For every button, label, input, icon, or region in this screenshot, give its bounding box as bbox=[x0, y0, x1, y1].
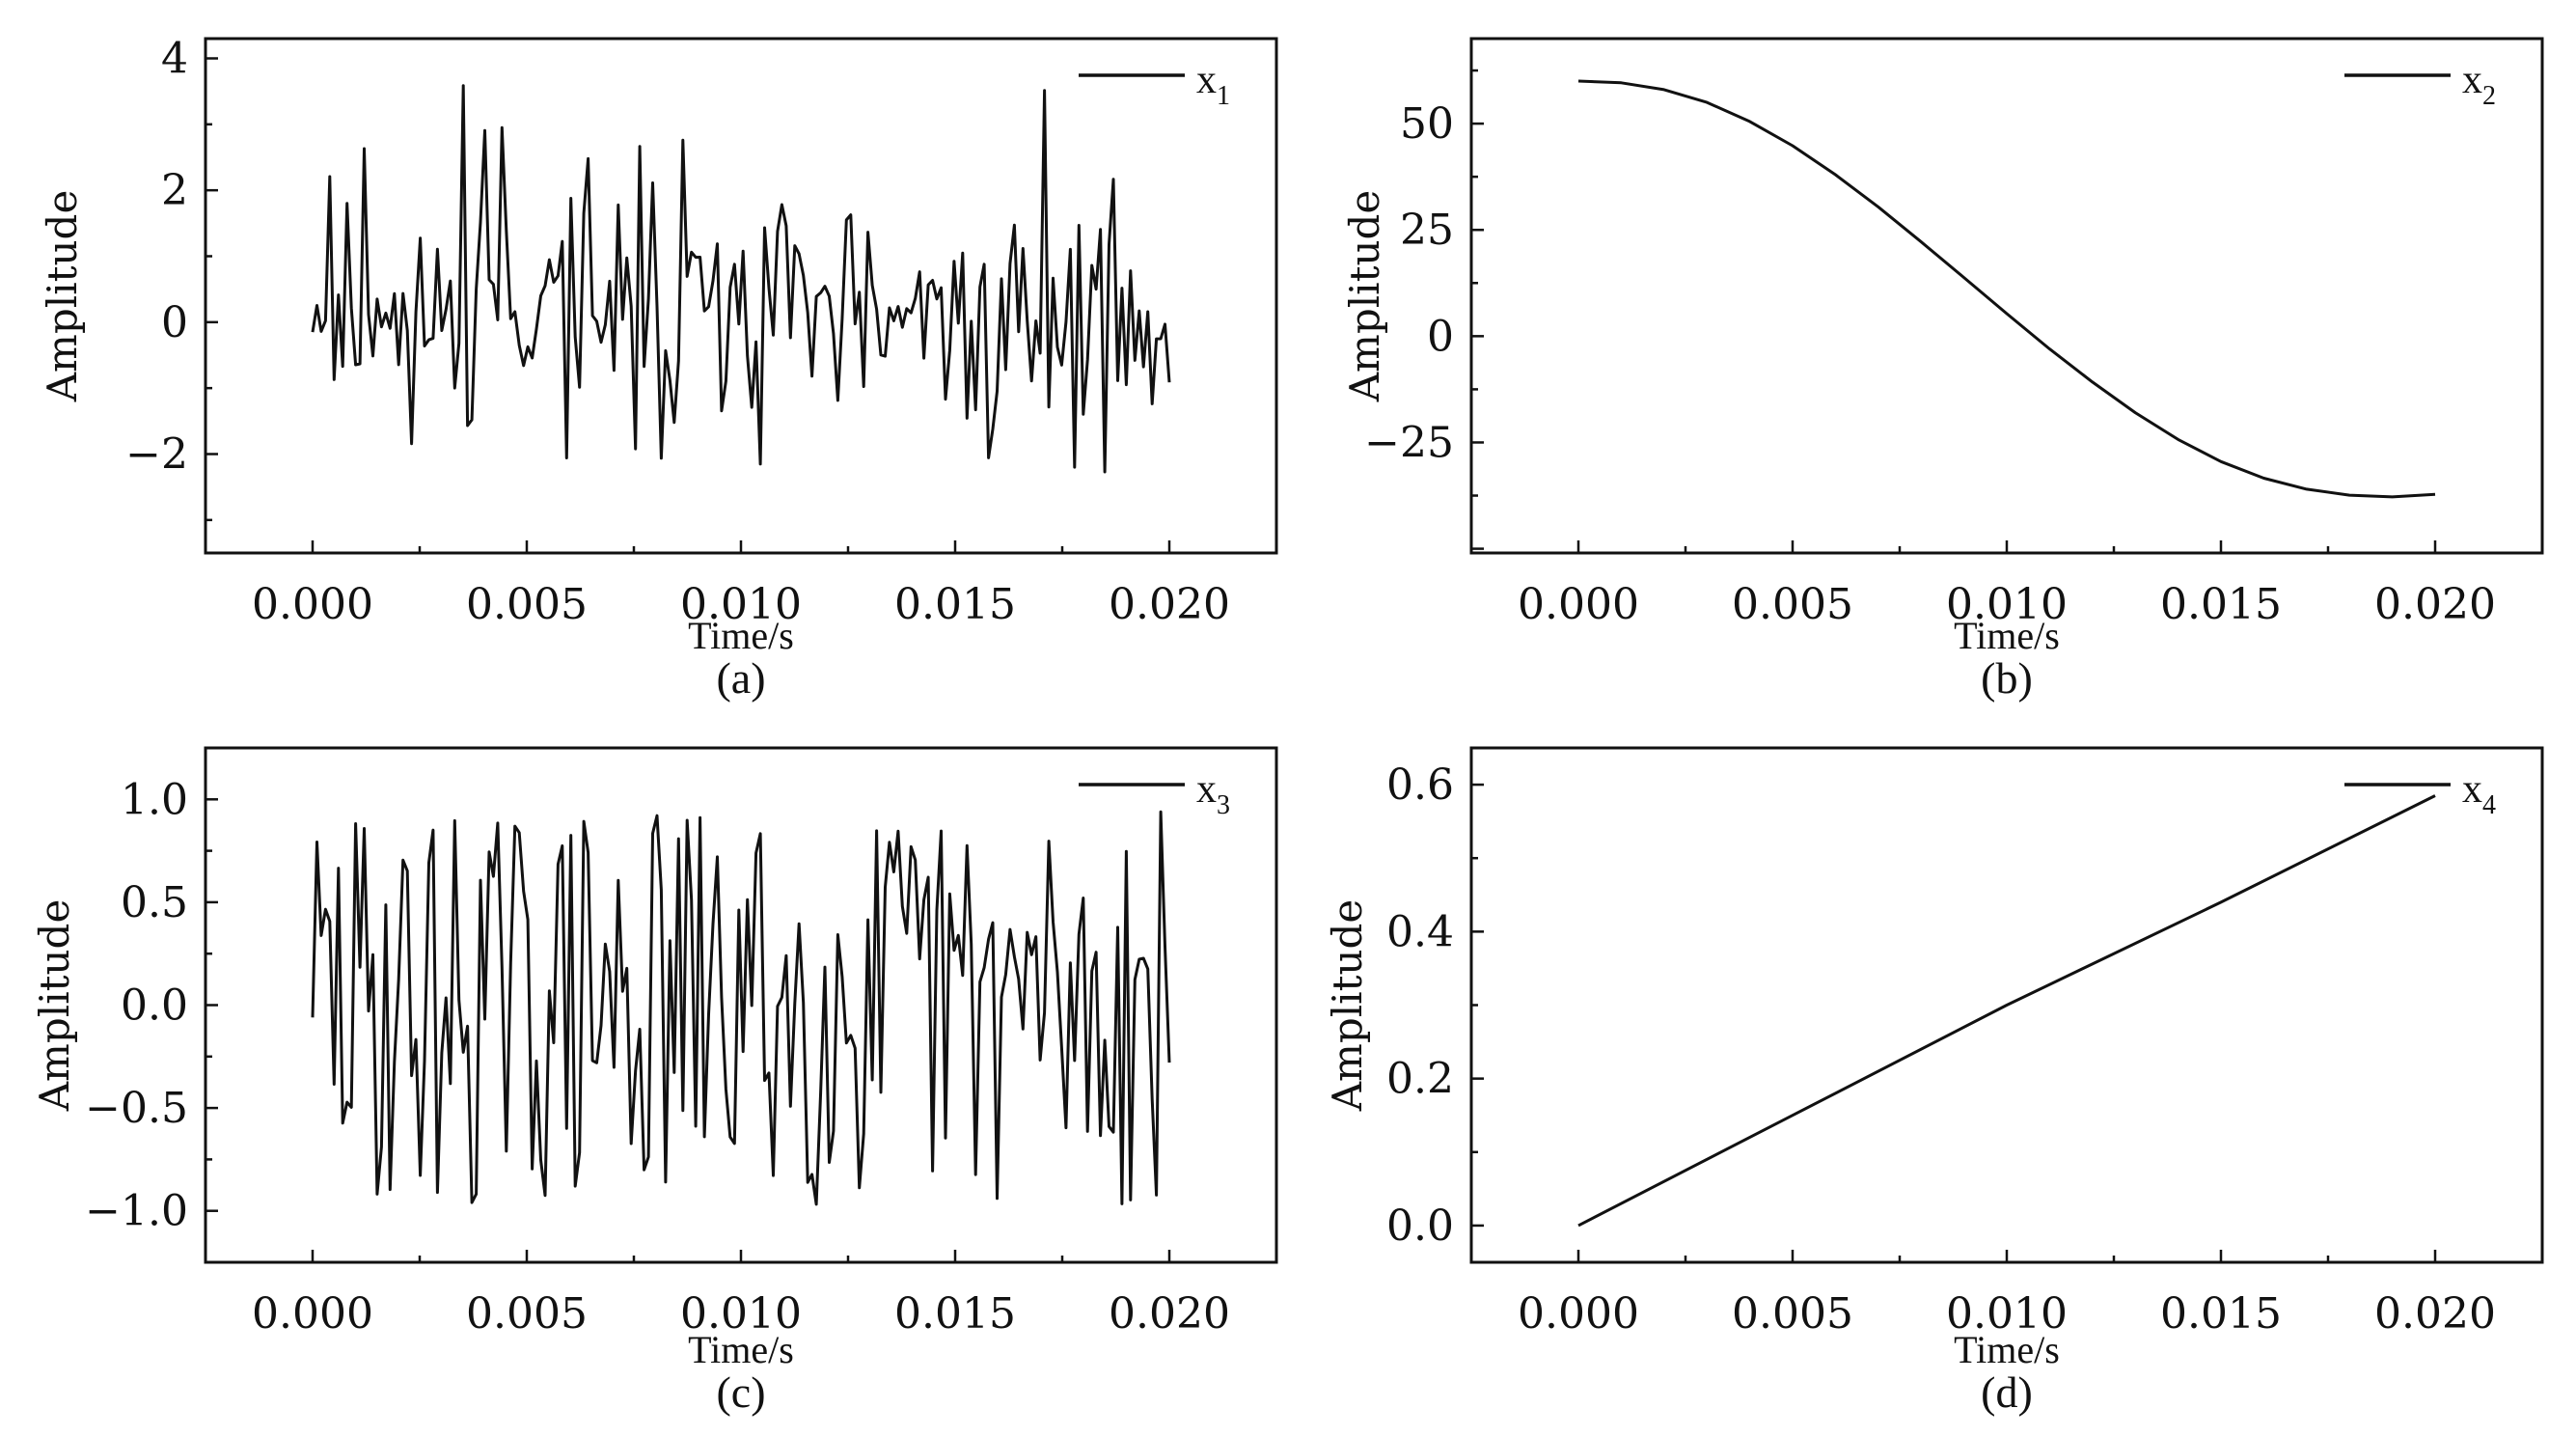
x-axis-title-c: Time/s bbox=[688, 1328, 794, 1371]
y-axis-title-b: Amplitude bbox=[1341, 190, 1388, 403]
legend-label-main-a: x bbox=[1196, 58, 1217, 102]
y-tick-label-b: 0 bbox=[1427, 312, 1454, 361]
y-tick-label-b: 50 bbox=[1400, 99, 1454, 149]
y-tick-label-d: 0.6 bbox=[1386, 760, 1454, 810]
x-tick-label-c: 0.005 bbox=[466, 1289, 588, 1339]
x-tick-label-d: 0.015 bbox=[2160, 1289, 2282, 1339]
legend-label-sub-c: 3 bbox=[1217, 790, 1230, 820]
y-tick-label-c: −1.0 bbox=[85, 1187, 188, 1236]
series-line-x4 bbox=[1577, 794, 2436, 1228]
y-tick-label-d: 0.0 bbox=[1386, 1201, 1454, 1251]
y-tick-label-c: 1.0 bbox=[121, 775, 188, 824]
legend-label-sub-b: 2 bbox=[2482, 81, 2496, 111]
x-tick-label-a: 0.010 bbox=[680, 580, 802, 629]
y-axis-title-a: Amplitude bbox=[39, 190, 86, 403]
y-tick-label-a: 4 bbox=[161, 35, 188, 84]
panel-b: 0.000 0.005 0.010 0.015 0.020 −25 0 25 50 Amplitu… bbox=[1341, 37, 2544, 703]
x-tick-label-a: 0.020 bbox=[1109, 580, 1230, 629]
x-tick-label-a: 0.000 bbox=[252, 580, 373, 629]
caption-b: (b) bbox=[1981, 653, 2033, 703]
x-tick-label-c: 0.010 bbox=[680, 1289, 802, 1339]
x-tick-label-d: 0.010 bbox=[1946, 1289, 2068, 1339]
legend-label-sub-a: 1 bbox=[1217, 81, 1230, 111]
plot-frame-b bbox=[1469, 37, 2544, 555]
y-tick-label-a: −2 bbox=[125, 430, 188, 480]
x-axis-title-b: Time/s bbox=[1954, 614, 2060, 657]
series-line-x2 bbox=[1577, 79, 2436, 499]
y-tick-label-d: 0.2 bbox=[1386, 1055, 1454, 1104]
x-tick-label-b: 0.005 bbox=[1732, 580, 1853, 629]
x-tick-label-b: 0.010 bbox=[1946, 580, 2068, 629]
y-tick-label-a: 0 bbox=[161, 298, 188, 347]
x-tick-label-c: 0.000 bbox=[252, 1289, 373, 1339]
x-tick-label-b: 0.015 bbox=[2160, 580, 2282, 629]
x-tick-label-a: 0.005 bbox=[466, 580, 588, 629]
x-tick-label-b: 0.020 bbox=[2374, 580, 2496, 629]
y-tick-label-a: 2 bbox=[161, 166, 188, 215]
panel-d: 0.000 0.005 0.010 0.015 0.020 0.0 0.2 0.4 0.6 Amp… bbox=[1324, 746, 2544, 1417]
x-tick-label-b: 0.000 bbox=[1518, 580, 1639, 629]
y-tick-label-c: −0.5 bbox=[85, 1084, 188, 1133]
y-tick-label-d: 0.4 bbox=[1386, 907, 1454, 956]
y-tick-label-c: 0.5 bbox=[121, 878, 188, 927]
x-axis-title-d: Time/s bbox=[1954, 1328, 2060, 1371]
y-tick-label-b: 25 bbox=[1400, 206, 1454, 255]
caption-a: (a) bbox=[716, 653, 765, 703]
legend-label-d: x4 bbox=[2462, 767, 2496, 820]
legend-label-b: x2 bbox=[2462, 58, 2496, 111]
legend-label-main-d: x bbox=[2462, 767, 2482, 812]
panel-c: 0.000 0.005 0.010 0.015 0.020 −1.0 −0.5 0.0 0.5 1… bbox=[31, 746, 1278, 1417]
series-line-x1 bbox=[311, 84, 1171, 474]
x-tick-label-c: 0.020 bbox=[1109, 1289, 1230, 1339]
legend-label-main-b: x bbox=[2462, 58, 2482, 102]
caption-d: (d) bbox=[1981, 1367, 2033, 1417]
x-axis-title-a: Time/s bbox=[688, 614, 794, 657]
x-tick-label-d: 0.020 bbox=[2374, 1289, 2496, 1339]
caption-c: (c) bbox=[716, 1367, 765, 1417]
y-tick-label-c: 0.0 bbox=[121, 981, 188, 1031]
y-axis-title-d: Amplitude bbox=[1324, 899, 1371, 1113]
y-axis-title-c: Amplitude bbox=[31, 899, 78, 1113]
x-tick-label-c: 0.015 bbox=[894, 1289, 1016, 1339]
x-tick-label-a: 0.015 bbox=[894, 580, 1016, 629]
legend-label-main-c: x bbox=[1196, 767, 1217, 812]
legend-label-sub-d: 4 bbox=[2482, 790, 2496, 820]
series-line-x3 bbox=[311, 810, 1171, 1206]
panel-a: 0.000 0.005 0.010 0.015 0.020 −2 0 2 4 Amplitude T… bbox=[39, 35, 1278, 703]
legend-label-c: x3 bbox=[1196, 767, 1230, 820]
legend-label-a: x1 bbox=[1196, 58, 1230, 111]
y-tick-label-b: −25 bbox=[1364, 418, 1454, 467]
x-tick-label-d: 0.005 bbox=[1732, 1289, 1853, 1339]
x-tick-label-d: 0.000 bbox=[1518, 1289, 1639, 1339]
